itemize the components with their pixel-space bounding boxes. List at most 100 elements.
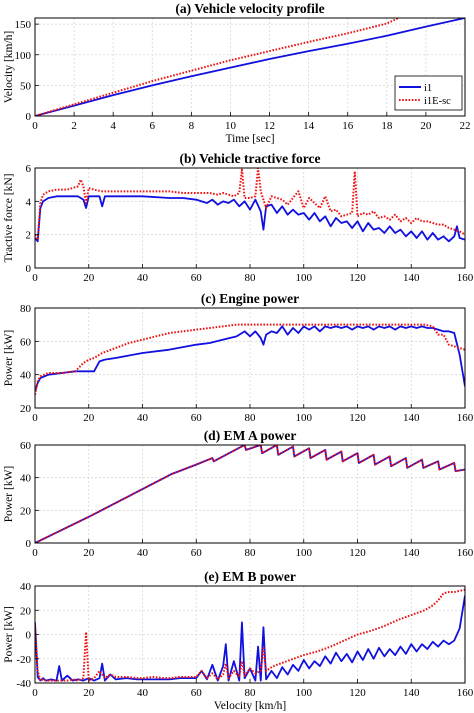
- chart-title: (a) Vehicle velocity profile: [175, 1, 324, 16]
- x-tick-label: 10: [225, 120, 237, 132]
- y-axis-label: Velocity [km/h]: [3, 31, 15, 104]
- legend: i1 i1E-sc: [394, 75, 463, 111]
- x-tick-label: 0: [32, 547, 38, 559]
- y-tick-label: 4: [26, 196, 32, 208]
- x-tick-label: 140: [403, 547, 420, 559]
- x-tick-label: 20: [83, 547, 95, 559]
- x-tick-label: 12: [264, 120, 275, 132]
- x-tick-label: 20: [420, 120, 432, 132]
- x-tick-label: 60: [191, 547, 203, 559]
- y-tick-label: 50: [20, 80, 32, 92]
- y-tick-label: 80: [20, 303, 32, 315]
- legend-label: i1: [424, 83, 432, 94]
- x-tick-label: 160: [457, 547, 474, 559]
- series-line-i1e-sc: [35, 588, 465, 682]
- x-tick-label: 18: [381, 120, 393, 132]
- series-line-i1: [35, 195, 465, 243]
- y-tick-label: 0: [26, 111, 32, 123]
- x-tick-label: 8: [189, 120, 195, 132]
- x-tick-label: 140: [403, 687, 420, 699]
- y-axis-label: Power [kW]: [3, 466, 15, 523]
- series-line-i1e-sc: [35, 445, 465, 543]
- chart-panel-1: 0 2 4 6 8 10 12 14 16 18 20 22 0 50 100 150 (a) Vehicle …: [3, 1, 471, 145]
- y-tick-label: 20: [20, 505, 32, 517]
- x-tick-label: 40: [137, 272, 149, 284]
- chart-title: (e) EM B power: [204, 569, 296, 584]
- chart-panel-5: 0 20 40 60 80 100 120 140 160 -40 -20 0 20 40 (e) EM B…: [3, 569, 474, 712]
- y-tick-label: 6: [26, 163, 32, 175]
- x-tick-label: 6: [150, 120, 156, 132]
- chart-title: (d) EM A power: [204, 428, 297, 443]
- series-line-i1e-sc: [35, 168, 465, 241]
- x-tick-label: 20: [83, 412, 95, 424]
- x-tick-label: 80: [245, 412, 257, 424]
- x-tick-label: 0: [32, 120, 38, 132]
- plot-frame: [34, 17, 466, 117]
- y-tick-label: 100: [15, 50, 32, 62]
- y-tick-label: 60: [20, 336, 32, 348]
- series-line-i1: [35, 325, 465, 392]
- chart-panel-4: 0 20 40 60 80 100 120 140 160 0 20 40 60 (d) EM A pow…: [3, 428, 474, 559]
- y-axis-label: Power [kW]: [3, 606, 15, 663]
- y-tick-label: 60: [20, 440, 32, 452]
- y-axis-label: Power [kW]: [3, 330, 15, 387]
- x-tick-label: 120: [349, 547, 366, 559]
- x-tick-label: 60: [191, 272, 203, 284]
- x-tick-label: 0: [32, 412, 38, 424]
- chart-panel-2: 0 20 40 60 80 100 120 140 160 0 2 4 6 (b) Vehicle tra…: [3, 151, 474, 284]
- x-tick-label: 160: [457, 687, 474, 699]
- x-tick-label: 80: [245, 687, 257, 699]
- y-tick-label: 20: [20, 403, 32, 415]
- x-tick-label: 140: [403, 272, 420, 284]
- y-tick-label: 2: [26, 230, 32, 242]
- x-tick-label: 100: [296, 687, 313, 699]
- x-tick-label: 16: [342, 120, 354, 132]
- x-tick-label: 40: [137, 687, 149, 699]
- x-axis-label: Time [sec]: [225, 133, 274, 145]
- x-tick-label: 120: [349, 272, 366, 284]
- y-tick-label: 40: [20, 473, 32, 485]
- legend-label: i1E-sc: [424, 96, 451, 107]
- chart-title: (b) Vehicle tractive force: [179, 151, 320, 166]
- series-line-i1e-sc: [35, 323, 465, 395]
- y-tick-label: -20: [16, 654, 31, 666]
- x-tick-label: 80: [245, 547, 257, 559]
- x-tick-label: 0: [32, 272, 38, 284]
- x-tick-label: 120: [349, 412, 366, 424]
- x-tick-label: 40: [137, 547, 149, 559]
- x-tick-label: 14: [303, 120, 315, 132]
- y-tick-label: 0: [26, 263, 32, 275]
- chart-title: (c) Engine power: [201, 291, 299, 306]
- x-tick-label: 20: [83, 687, 95, 699]
- legend-box: [394, 75, 463, 111]
- x-tick-label: 20: [83, 272, 95, 284]
- x-tick-label: 60: [191, 687, 203, 699]
- y-tick-label: 40: [20, 370, 32, 382]
- y-tick-label: 40: [20, 581, 32, 593]
- x-tick-label: 60: [191, 412, 203, 424]
- y-tick-label: 150: [15, 19, 32, 31]
- x-axis-label: Velocity [km/h]: [214, 700, 287, 712]
- x-tick-label: 140: [403, 412, 420, 424]
- x-tick-label: 120: [349, 687, 366, 699]
- x-tick-label: 160: [457, 272, 474, 284]
- x-tick-label: 100: [296, 412, 313, 424]
- y-tick-label: 20: [20, 605, 32, 617]
- x-tick-label: 0: [32, 687, 38, 699]
- x-tick-label: 22: [460, 120, 471, 132]
- x-tick-label: 4: [110, 120, 116, 132]
- x-tick-label: 80: [245, 272, 257, 284]
- x-tick-label: 100: [296, 547, 313, 559]
- y-axis-label: Tractive force [kN]: [3, 174, 15, 263]
- series-line-i1: [35, 18, 465, 116]
- x-tick-label: 100: [296, 272, 313, 284]
- x-tick-label: 2: [71, 120, 77, 132]
- x-tick-label: 160: [457, 412, 474, 424]
- y-tick-label: 0: [26, 538, 32, 550]
- series-line-i1e-sc: [35, 18, 399, 116]
- y-tick-label: -40: [16, 678, 31, 690]
- y-tick-label: 0: [26, 630, 32, 642]
- x-tick-label: 40: [137, 412, 149, 424]
